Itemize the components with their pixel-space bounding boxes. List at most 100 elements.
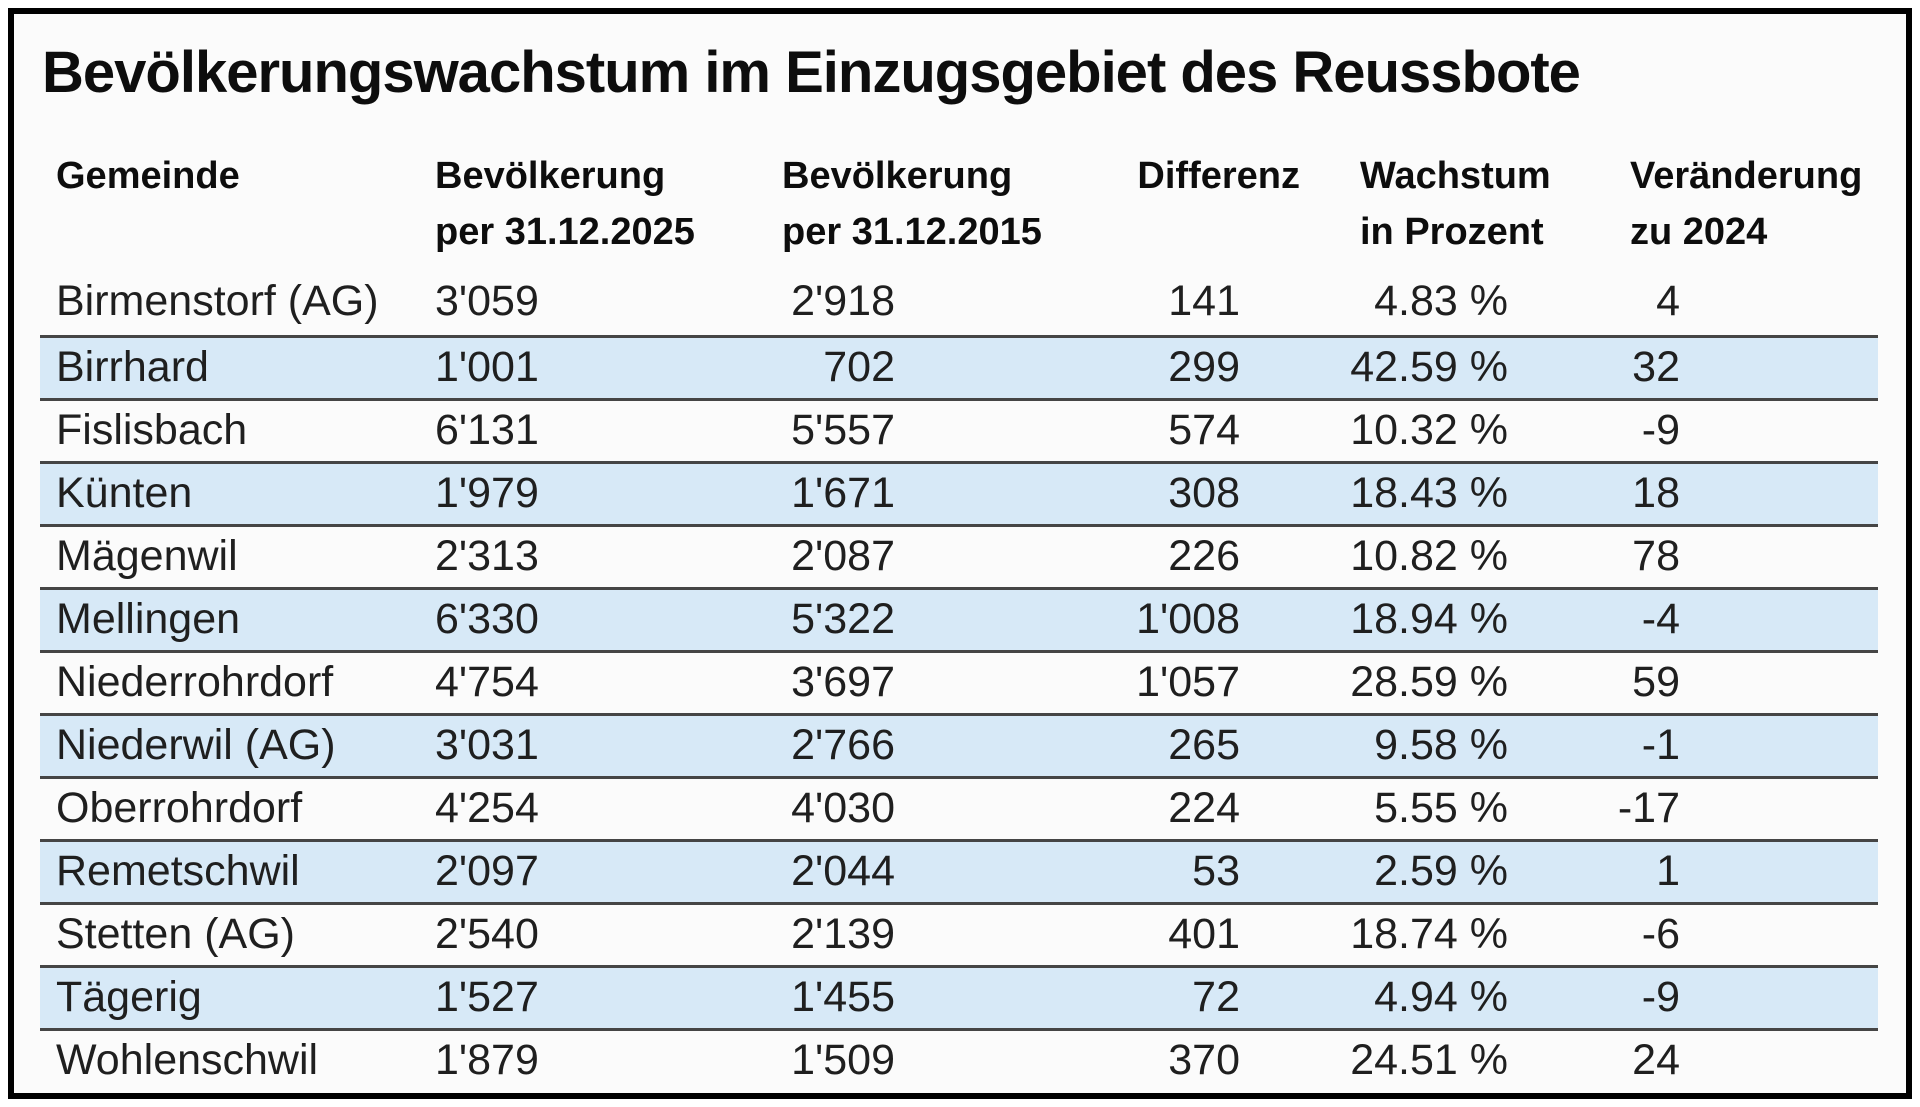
column-header-line1: Wachstum (1360, 155, 1551, 197)
population-table-card: Bevölkerungswachstum im Einzugsgebiet de… (8, 8, 1912, 1099)
cell-veraenderung-2024: -6 (1641, 910, 1680, 958)
cell-bevoelkerung-2015: 4'030 (791, 784, 895, 832)
column-header-line1: Differenz (1137, 155, 1300, 197)
cell-veraenderung-2024: 78 (1632, 532, 1680, 580)
cell-bevoelkerung-2015: 2'139 (791, 910, 895, 958)
table-row: Niederwil (AG) 3'031 2'766 265 9.58 % -1 (40, 713, 1878, 776)
cell-differenz: 72 (1192, 973, 1240, 1021)
cell-bevoelkerung-2025: 6'330 (435, 595, 539, 643)
cell-bevoelkerung-2025: 2'540 (435, 910, 539, 958)
cell-bevoelkerung-2025: 2'097 (435, 847, 539, 895)
cell-veraenderung-2024: -9 (1641, 406, 1680, 454)
cell-bevoelkerung-2025: 1'879 (435, 1036, 539, 1084)
cell-gemeinde: Tägerig (56, 973, 202, 1021)
cell-bevoelkerung-2025: 2'313 (435, 532, 539, 580)
cell-bevoelkerung-2015: 1'455 (791, 973, 895, 1021)
column-header-line2: per 31.12.2015 (782, 211, 1042, 253)
table-header-row: Gemeinde Bevölkerung per 31.12.2025 Bevö… (40, 148, 1906, 260)
table-row: Stetten (AG) 2'540 2'139 401 18.74 % -6 (40, 902, 1878, 965)
cell-bevoelkerung-2025: 1'979 (435, 469, 539, 517)
cell-differenz: 53 (1192, 847, 1240, 895)
cell-wachstum-prozent: 5.55 % (1374, 784, 1508, 832)
cell-veraenderung-2024: -1 (1641, 721, 1680, 769)
cell-bevoelkerung-2015: 2'766 (791, 721, 895, 769)
column-header-line1: Gemeinde (56, 155, 240, 197)
cell-bevoelkerung-2015: 5'322 (791, 595, 895, 643)
cell-wachstum-prozent: 2.59 % (1374, 847, 1508, 895)
cell-veraenderung-2024: -17 (1617, 784, 1680, 832)
cell-bevoelkerung-2025: 1'527 (435, 973, 539, 1021)
cell-bevoelkerung-2015: 2'918 (791, 277, 895, 325)
column-header-line1: Veränderung (1630, 155, 1863, 197)
cell-gemeinde: Mägenwil (56, 532, 238, 580)
cell-differenz: 370 (1168, 1036, 1240, 1084)
cell-veraenderung-2024: 24 (1632, 1036, 1680, 1084)
table-row: Mägenwil 2'313 2'087 226 10.82 % 78 (40, 524, 1878, 587)
column-header-gemeinde: Gemeinde (40, 148, 435, 260)
table-row: Fislisbach 6'131 5'557 574 10.32 % -9 (40, 398, 1878, 461)
cell-gemeinde: Künten (56, 469, 193, 517)
cell-gemeinde: Fislisbach (56, 406, 248, 454)
column-header-bevoelkerung-2025: Bevölkerung per 31.12.2025 (435, 148, 782, 260)
cell-differenz: 1'057 (1136, 658, 1240, 706)
table-row: Birmenstorf (AG) 3'059 2'918 141 4.83 % … (40, 272, 1878, 335)
cell-veraenderung-2024: -4 (1641, 595, 1680, 643)
table-row: Remetschwil 2'097 2'044 53 2.59 % 1 (40, 839, 1878, 902)
column-header-wachstum-prozent: Wachstum in Prozent (1300, 148, 1560, 260)
cell-differenz: 299 (1168, 343, 1240, 391)
page-title: Bevölkerungswachstum im Einzugsgebiet de… (42, 40, 1581, 105)
cell-wachstum-prozent: 10.82 % (1350, 532, 1508, 580)
cell-gemeinde: Birrhard (56, 343, 209, 391)
cell-veraenderung-2024: -9 (1641, 973, 1680, 1021)
column-header-veraenderung-2024: Veränderung zu 2024 (1560, 148, 1878, 260)
cell-bevoelkerung-2025: 4'254 (435, 784, 539, 832)
cell-veraenderung-2024: 59 (1632, 658, 1680, 706)
cell-differenz: 308 (1168, 469, 1240, 517)
cell-differenz: 226 (1168, 532, 1240, 580)
column-header-differenz: Differenz (1075, 148, 1300, 260)
cell-differenz: 401 (1168, 910, 1240, 958)
cell-wachstum-prozent: 10.32 % (1350, 406, 1508, 454)
column-header-line1: Bevölkerung (435, 155, 666, 197)
cell-differenz: 141 (1168, 277, 1240, 325)
table-body: Birmenstorf (AG) 3'059 2'918 141 4.83 % … (40, 272, 1878, 1091)
cell-bevoelkerung-2015: 1'671 (791, 469, 895, 517)
cell-bevoelkerung-2015: 2'044 (791, 847, 895, 895)
cell-bevoelkerung-2025: 6'131 (435, 406, 539, 454)
cell-differenz: 574 (1168, 406, 1240, 454)
column-header-line2: zu 2024 (1630, 211, 1768, 253)
cell-gemeinde: Birmenstorf (AG) (56, 277, 379, 325)
cell-veraenderung-2024: 4 (1656, 277, 1680, 325)
cell-wachstum-prozent: 24.51 % (1350, 1036, 1508, 1084)
column-header-line2: per 31.12.2025 (435, 211, 695, 253)
cell-differenz: 265 (1168, 721, 1240, 769)
cell-veraenderung-2024: 32 (1632, 343, 1680, 391)
cell-wachstum-prozent: 4.83 % (1374, 277, 1508, 325)
cell-bevoelkerung-2015: 1'509 (791, 1036, 895, 1084)
cell-veraenderung-2024: 1 (1656, 847, 1680, 895)
cell-differenz: 224 (1168, 784, 1240, 832)
table-row: Niederrohrdorf 4'754 3'697 1'057 28.59 %… (40, 650, 1878, 713)
table-row: Birrhard 1'001 702 299 42.59 % 32 (40, 335, 1878, 398)
cell-bevoelkerung-2025: 1'001 (435, 343, 539, 391)
cell-differenz: 1'008 (1136, 595, 1240, 643)
cell-wachstum-prozent: 28.59 % (1350, 658, 1508, 706)
cell-bevoelkerung-2015: 3'697 (791, 658, 895, 706)
cell-gemeinde: Remetschwil (56, 847, 300, 895)
cell-wachstum-prozent: 18.74 % (1350, 910, 1508, 958)
column-header-bevoelkerung-2015: Bevölkerung per 31.12.2015 (782, 148, 1075, 260)
column-header-line2: in Prozent (1360, 211, 1544, 253)
cell-gemeinde: Niederwil (AG) (56, 721, 336, 769)
cell-bevoelkerung-2025: 4'754 (435, 658, 539, 706)
cell-bevoelkerung-2025: 3'059 (435, 277, 539, 325)
column-header-line1: Bevölkerung (782, 155, 1013, 197)
cell-bevoelkerung-2015: 2'087 (791, 532, 895, 580)
cell-veraenderung-2024: 18 (1632, 469, 1680, 517)
cell-bevoelkerung-2015: 5'557 (791, 406, 895, 454)
cell-gemeinde: Mellingen (56, 595, 241, 643)
cell-bevoelkerung-2015: 702 (823, 343, 895, 391)
cell-wachstum-prozent: 4.94 % (1374, 973, 1508, 1021)
table-row: Künten 1'979 1'671 308 18.43 % 18 (40, 461, 1878, 524)
table-row: Tägerig 1'527 1'455 72 4.94 % -9 (40, 965, 1878, 1028)
cell-wachstum-prozent: 9.58 % (1374, 721, 1508, 769)
